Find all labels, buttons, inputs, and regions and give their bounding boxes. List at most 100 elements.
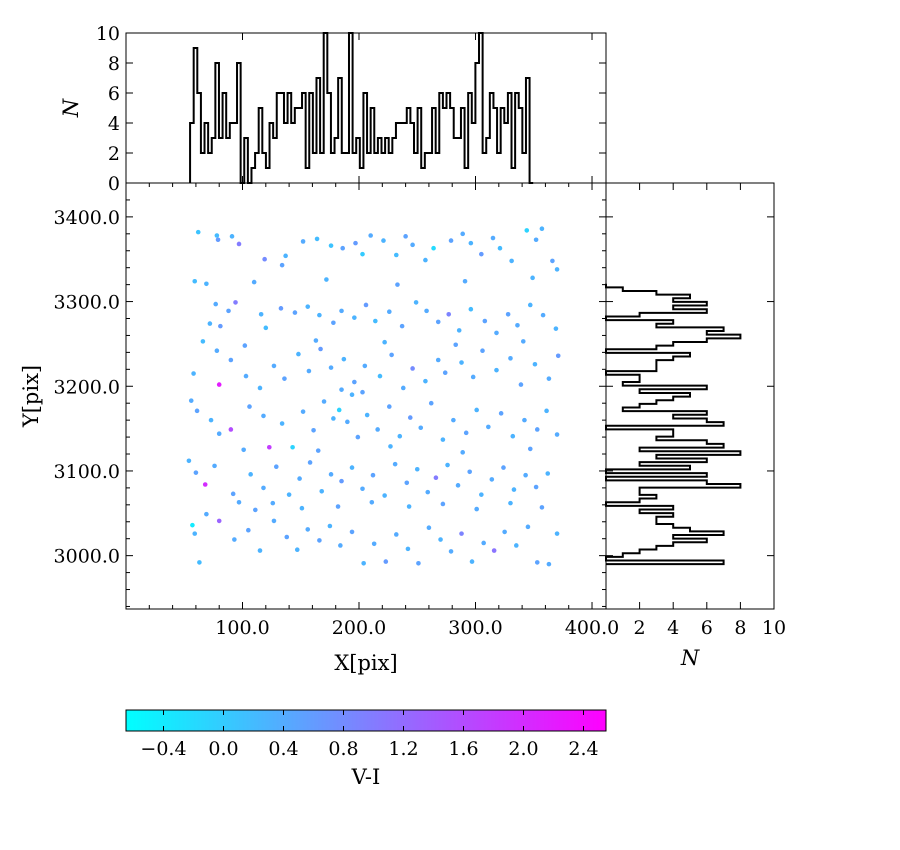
scatter-point (317, 538, 322, 543)
scatter-point (200, 339, 206, 344)
scatter-point (440, 437, 446, 442)
scatter-point (435, 357, 441, 363)
scatter-point (241, 447, 246, 453)
scatter-point (253, 507, 258, 513)
scatter-point (406, 504, 412, 509)
scatter-point (544, 408, 549, 414)
scatter-point (300, 409, 306, 414)
scatter-point (431, 245, 436, 251)
scatter-point (438, 537, 443, 542)
scatter-point (279, 262, 285, 268)
scatter-point (497, 245, 503, 251)
scatter-point (546, 561, 552, 567)
scatter-point (257, 385, 263, 391)
scatter-point (442, 370, 448, 376)
scatter-point (311, 428, 316, 433)
scatter-point (459, 531, 464, 536)
scatter-point (327, 523, 333, 529)
scatter-point (297, 476, 302, 481)
colorbar-tick-label: 1.2 (388, 738, 418, 760)
scatter-point (279, 421, 285, 426)
scatter-point (546, 376, 552, 381)
right-x-tick-label: 8 (734, 617, 746, 639)
scatter-point (502, 529, 507, 535)
scatter-point (192, 278, 198, 284)
y-tick-label: 3400.0 (54, 207, 120, 229)
scatter-point (510, 433, 516, 439)
scatter-point (283, 253, 288, 259)
scatter-point (393, 532, 399, 537)
right-histogram-xlabel: N (680, 646, 700, 670)
scatter-point (435, 319, 441, 325)
scatter-point (191, 371, 196, 376)
scatter-point (553, 326, 559, 331)
scatter-point (539, 226, 545, 232)
scatter-point (448, 549, 454, 554)
scatter-point (360, 389, 365, 395)
scatter-point (331, 320, 336, 326)
scatter-point (349, 465, 355, 470)
scatter-point (305, 527, 311, 532)
scatter-point (208, 417, 214, 423)
scatter-point (262, 256, 267, 262)
top-y-tick-label: 6 (108, 83, 120, 105)
y-tick-label: 3200.0 (54, 376, 120, 398)
scatter-point (393, 252, 399, 258)
colorbar-frame (125, 709, 607, 732)
scatter-point (340, 245, 345, 251)
scatter-point (407, 415, 413, 420)
scatter-point (474, 506, 479, 512)
scatter-point (545, 471, 551, 476)
scatter-point (195, 229, 201, 235)
scatter-point (389, 352, 394, 358)
colorbar: −0.4 0.0 0.4 0.8 1.2 1.6 2.0 2.4 V-I (125, 709, 607, 789)
scatter-point (229, 234, 235, 239)
scatter-point (448, 238, 454, 243)
colorbar-tick-label: 2.4 (568, 738, 598, 760)
scatter-point (554, 267, 560, 272)
right-x-tick-label: 4 (667, 617, 679, 639)
colorbar-label: V-I (351, 765, 381, 789)
scatter-point (243, 373, 249, 379)
scatter-point (498, 411, 504, 416)
scatter-point (554, 432, 560, 437)
scatter-point (242, 343, 248, 348)
scatter-point (186, 458, 192, 464)
scatter-point (481, 540, 486, 546)
scatter-point (299, 505, 305, 511)
right-x-tick-label: 2 (634, 617, 646, 639)
scatter-point (530, 275, 535, 281)
scatter-point (369, 499, 375, 505)
scatter-point (290, 444, 295, 450)
colorbar-ticks: −0.4 0.0 0.4 0.8 1.2 1.6 2.0 2.4 (140, 710, 599, 760)
scatter-point (527, 302, 533, 308)
top-histogram: 0 2 4 6 8 10 N (59, 23, 607, 195)
scatter-point (540, 312, 546, 318)
scatter-point (399, 323, 405, 329)
scatter-ylabel: Y[pix] (19, 365, 43, 428)
scatter-point (315, 448, 321, 453)
scatter-point (520, 339, 526, 344)
scatter-ticks: 100.0 200.0 300.0 400.0 3000.0 3100.0 3200.0 33… (54, 183, 619, 639)
scatter-point (425, 489, 431, 495)
scatter-point (314, 236, 320, 242)
colorbar-tick-label: −0.4 (140, 738, 186, 760)
scatter-point (271, 363, 277, 369)
scatter-point (300, 239, 306, 244)
scatter-point (207, 321, 213, 326)
scatter-point (313, 338, 319, 343)
colorbar-tick-label: 0.8 (328, 738, 358, 760)
scatter-point (232, 537, 237, 542)
scatter-point (284, 534, 290, 540)
scatter-point (470, 374, 476, 380)
scatter-point (397, 433, 403, 439)
scatter-point (555, 353, 561, 359)
scatter-point (270, 500, 276, 506)
right-histogram-line (605, 283, 742, 566)
scatter-xlabel: X[pix] (334, 651, 397, 675)
scatter-point (522, 417, 527, 423)
scatter-point (273, 464, 279, 470)
scatter-point (418, 425, 424, 431)
scatter-point (426, 525, 432, 530)
top-histogram-line (189, 32, 534, 184)
